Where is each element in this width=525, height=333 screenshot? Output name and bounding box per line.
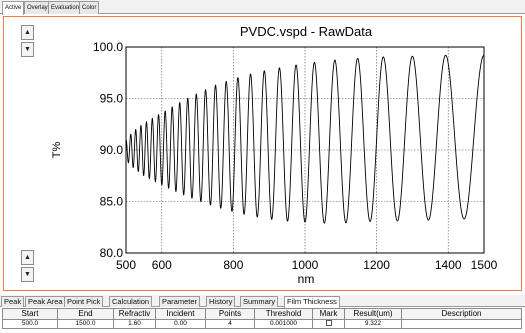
y-tick-label: 80.0 — [100, 246, 124, 260]
header-end[interactable]: End — [57, 308, 114, 320]
tab-film-thickness[interactable]: Film Thickness — [284, 296, 340, 308]
triangle-down-icon: ▼ — [24, 46, 31, 53]
x-tick-label: 1400 — [435, 258, 462, 272]
scroll-up-secondary-button[interactable]: ▼ — [21, 42, 34, 57]
scroll-down-button[interactable]: ▼ — [21, 267, 34, 282]
raw-data-series — [125, 54, 485, 224]
cell-description[interactable] — [401, 319, 522, 329]
header-points[interactable]: Points — [205, 308, 255, 320]
y-tick-label: 90.0 — [100, 143, 124, 157]
x-tick-label: 800 — [223, 258, 243, 272]
y-tick-label: 95.0 — [100, 92, 124, 106]
header-refractive[interactable]: Refractiv — [113, 308, 156, 320]
cell-incident[interactable]: 0.00 — [155, 319, 206, 329]
tab-calculation[interactable]: Calculation — [109, 296, 153, 307]
header-threshold[interactable]: Threshold — [254, 308, 313, 320]
tab-summary[interactable]: Summary — [240, 296, 279, 307]
cell-start[interactable]: 500.0 — [2, 319, 58, 329]
transmittance-chart: PVDC.vspd - RawData T% nm 80.0 85.0 90.0 95… — [51, 24, 498, 286]
tab-history[interactable]: History — [206, 296, 236, 307]
x-tick-label: 1500 — [471, 258, 498, 272]
triangle-up-small-icon: ▲ — [24, 254, 31, 261]
tab-color[interactable]: Color — [79, 1, 100, 14]
plot-border — [125, 46, 485, 254]
cell-end[interactable]: 1500.0 — [57, 319, 114, 329]
x-tick-label: 600 — [152, 258, 172, 272]
table-row[interactable]: 500.0 1500.0 1.60 0.00 4 0.001000 9.322 — [2, 319, 522, 329]
cell-points[interactable]: 4 — [205, 319, 255, 329]
top-tab-bar: Active Overlay Evaluation Color — [0, 0, 525, 15]
x-tick-label: 500 — [116, 258, 136, 272]
film-thickness-table: Start End Refractiv Incident Points Thre… — [2, 308, 522, 329]
scroll-up-button[interactable]: ▲ — [21, 25, 34, 40]
panel-tab-bar: Peak Peak Area Point Pick Calculation Pa… — [0, 295, 525, 308]
tab-overlay[interactable]: Overlay — [24, 1, 51, 14]
cell-threshold[interactable]: 0.001000 — [254, 319, 313, 329]
tab-active[interactable]: Active — [2, 1, 25, 15]
cell-refractive[interactable]: 1.60 — [113, 319, 156, 329]
table-header-row: Start End Refractiv Incident Points Thre… — [2, 308, 522, 320]
axis-ticks: 80.0 85.0 90.0 95.0 100.0 500 600 800 1000 1200 14… — [93, 40, 498, 272]
header-description[interactable]: Description — [401, 308, 522, 320]
x-tick-label: 1000 — [292, 258, 319, 272]
y-tick-label: 100.0 — [93, 40, 123, 54]
tab-point-pick[interactable]: Point Pick — [64, 296, 104, 307]
scroll-down-secondary-button[interactable]: ▲ — [21, 250, 34, 265]
chart-title: PVDC.vspd - RawData — [240, 24, 373, 39]
header-result[interactable]: Result(um) — [344, 308, 402, 320]
cell-result[interactable]: 9.322 — [344, 319, 402, 329]
header-incident[interactable]: Incident — [155, 308, 206, 320]
y-tick-label: 85.0 — [100, 195, 124, 209]
x-axis-label: nm — [298, 272, 315, 286]
triangle-down-small-icon: ▼ — [24, 271, 31, 278]
triangle-up-icon: ▲ — [24, 29, 31, 36]
tab-peak-area[interactable]: Peak Area — [25, 296, 66, 307]
cell-mark[interactable] — [312, 319, 345, 329]
header-mark[interactable]: Mark — [312, 308, 345, 320]
y-axis-label: T% — [51, 142, 63, 159]
x-tick-label: 1200 — [363, 258, 390, 272]
chart-grid — [126, 47, 484, 253]
tab-evaluation[interactable]: Evaluation — [48, 1, 83, 14]
header-start[interactable]: Start — [2, 308, 58, 320]
tab-parameter[interactable]: Parameter — [159, 296, 201, 307]
tab-peak[interactable]: Peak — [1, 296, 25, 307]
mark-checkbox[interactable] — [325, 320, 332, 327]
